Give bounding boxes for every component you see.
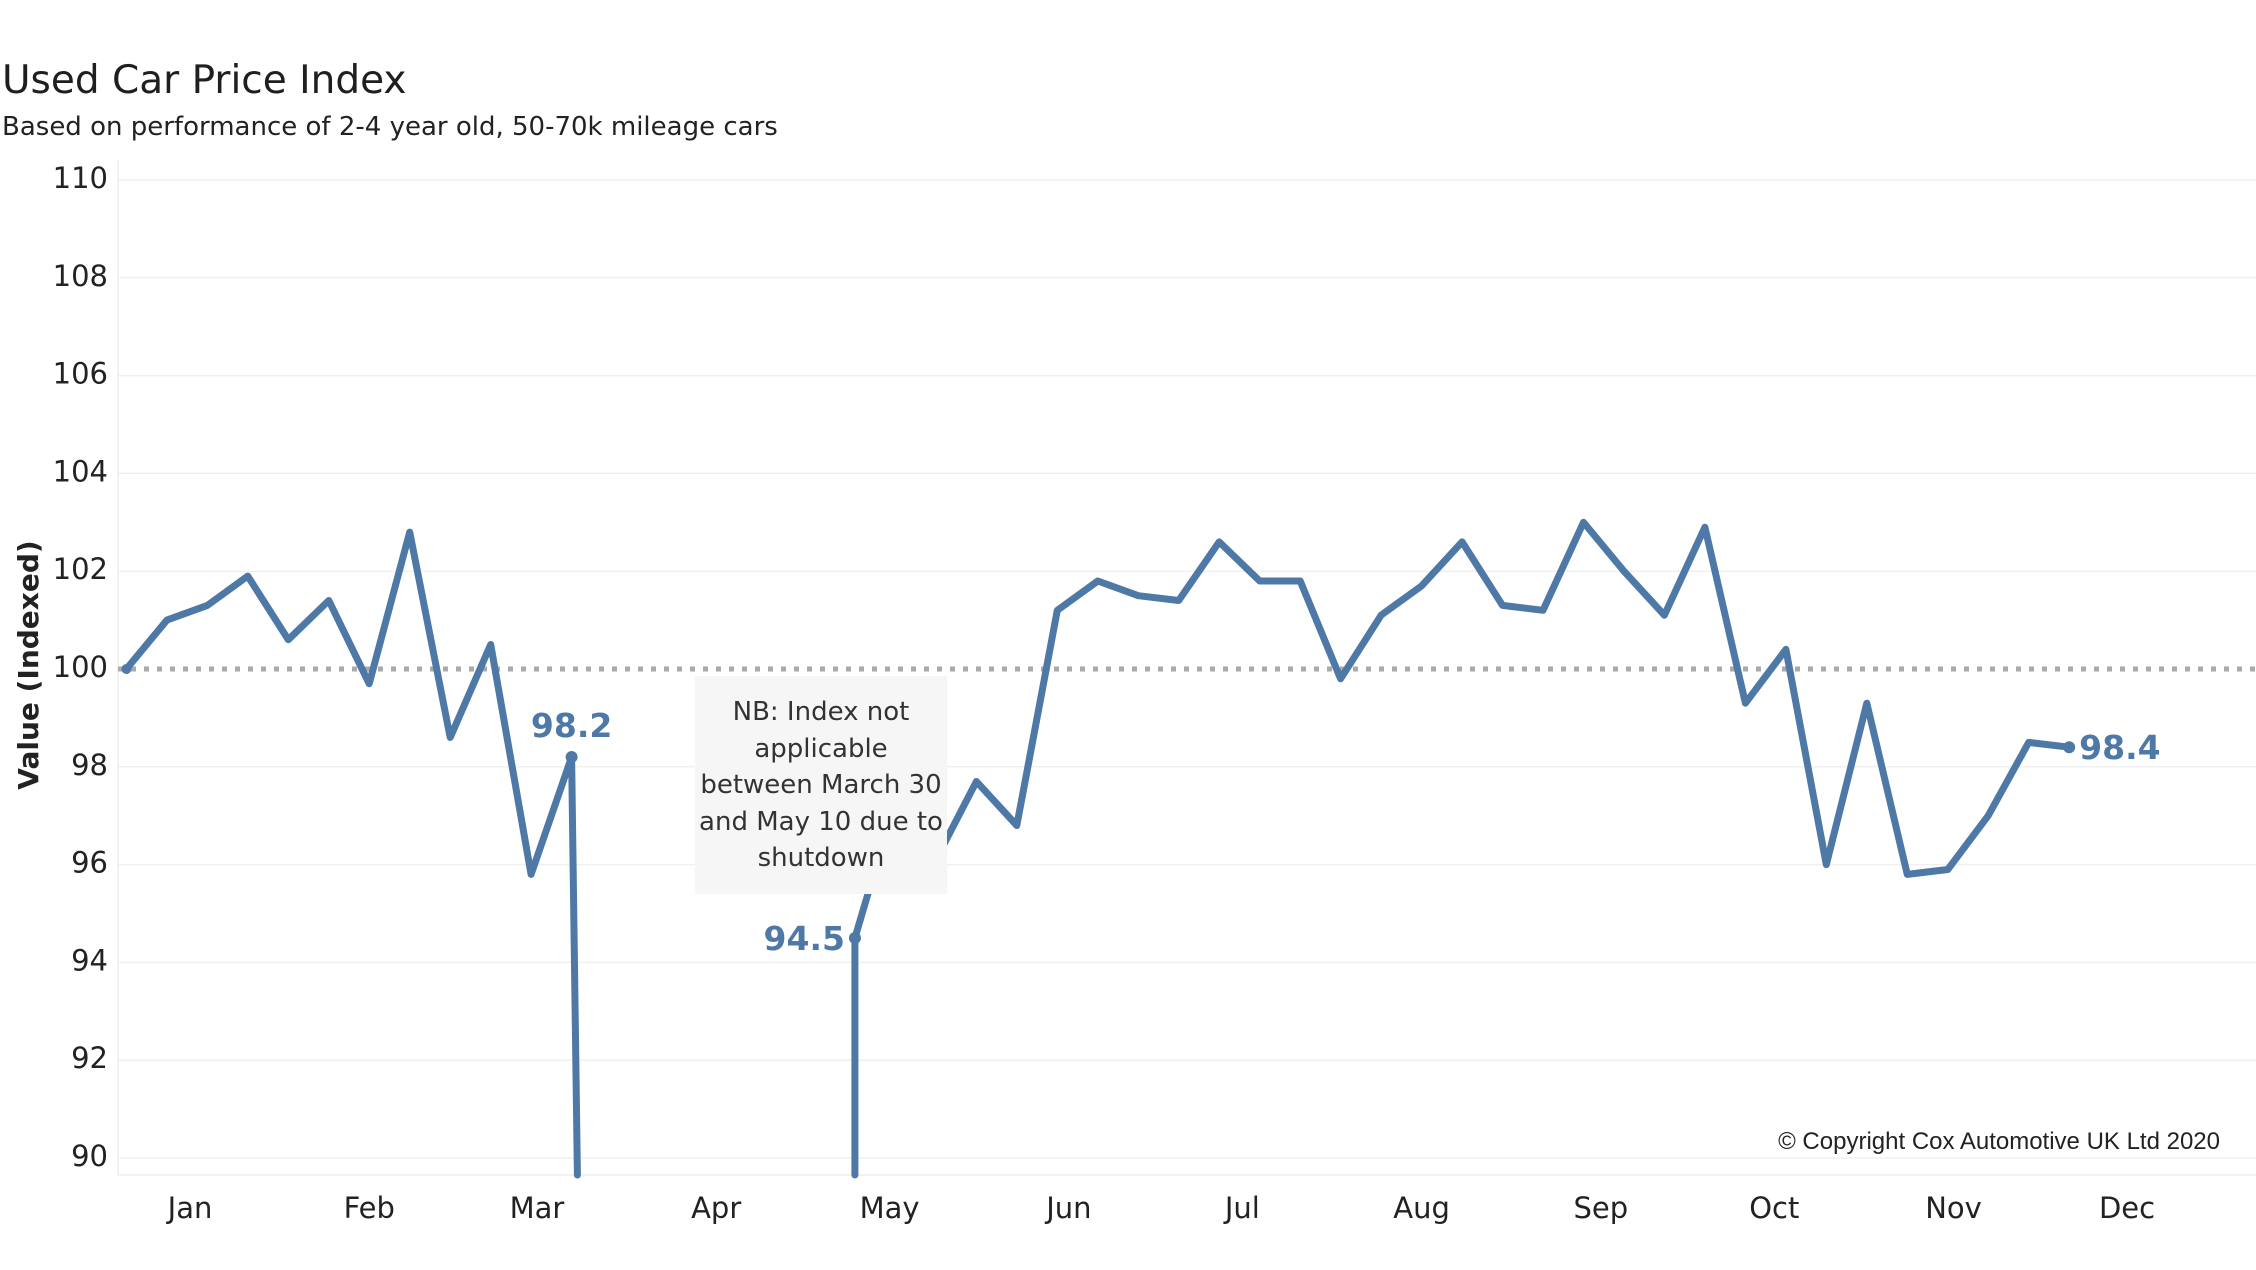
- x-tick-label: Feb: [344, 1191, 395, 1225]
- y-tick-label: 94: [71, 943, 108, 977]
- x-tick-label: Oct: [1749, 1191, 1799, 1225]
- y-tick-label: 100: [53, 650, 108, 684]
- labeled-point: [565, 751, 578, 764]
- data-label: 98.4: [2079, 728, 2160, 767]
- labeled-point: [848, 931, 861, 944]
- x-tick-label: Jan: [166, 1191, 213, 1225]
- data-label: 98.2: [531, 706, 612, 745]
- data-label: 94.5: [764, 919, 845, 958]
- copyright-text: © Copyright Cox Automotive UK Ltd 2020: [1778, 1128, 2220, 1155]
- x-tick-label: Sep: [1573, 1191, 1628, 1225]
- chart-subtitle: Based on performance of 2-4 year old, 50…: [2, 112, 778, 142]
- y-tick-label: 104: [53, 454, 108, 488]
- y-tick-label: 92: [71, 1041, 108, 1075]
- y-tick-label: 98: [71, 748, 108, 782]
- x-tick-label: Jul: [1223, 1191, 1260, 1225]
- shutdown-note: NB: Index not applicable between March 3…: [695, 676, 947, 894]
- chart-title: Used Car Price Index: [2, 58, 407, 103]
- y-tick-label: 108: [53, 259, 108, 293]
- x-tick-label: Dec: [2099, 1191, 2155, 1225]
- x-tick-label: Nov: [1925, 1191, 1982, 1225]
- x-tick-label: May: [860, 1191, 920, 1225]
- start-point: [121, 664, 132, 674]
- y-tick-label: 102: [53, 552, 108, 586]
- x-tick-label: Aug: [1393, 1191, 1450, 1225]
- data-labels: 98.2 94.5 98.4: [531, 706, 2161, 958]
- y-axis-ticks: 90 92 94 96 98 100 102 104 106 108 110: [53, 161, 108, 1173]
- series-line-2: [851, 518, 2073, 1179]
- x-tick-label: Apr: [691, 1191, 741, 1225]
- y-tick-label: 110: [53, 161, 108, 195]
- x-tick-label: Jun: [1044, 1191, 1091, 1225]
- y-tick-label: 96: [71, 846, 108, 880]
- y-tick-label: 106: [53, 357, 108, 391]
- series-lines: [121, 518, 2073, 1179]
- labeled-point: [2063, 741, 2076, 754]
- series-line-1: [122, 528, 581, 1179]
- y-axis-label: Value (Indexed): [12, 540, 45, 789]
- x-axis-ticks: Jan Feb Mar Apr May Jun Jul Aug Sep Oct Nov Dec: [166, 1191, 2155, 1225]
- x-tick-label: Mar: [510, 1191, 565, 1225]
- y-tick-label: 90: [71, 1139, 108, 1173]
